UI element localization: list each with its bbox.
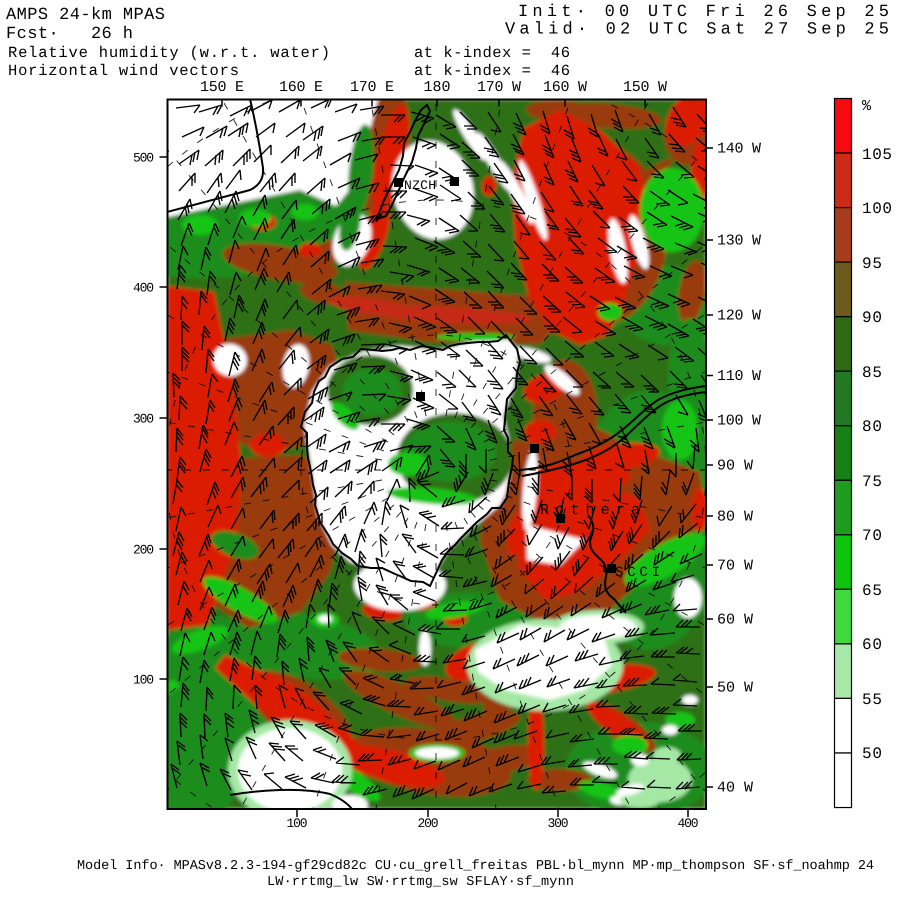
svg-text:75: 75 — [862, 473, 882, 491]
svg-text:LW·rrtmg_lw SW·rrtmg_sw SFLAY·: LW·rrtmg_lw SW·rrtmg_sw SFLAY·sf_mynn — [267, 875, 574, 890]
svg-text:140 W: 140 W — [717, 141, 761, 158]
svg-text:at k-index = 46: at k-index = 46 — [414, 44, 570, 62]
svg-text:80: 80 — [862, 418, 882, 436]
svg-text:150 E: 150 E — [200, 79, 244, 96]
svg-text:80 W: 80 W — [717, 509, 753, 526]
svg-text:500: 500 — [133, 151, 154, 166]
svg-text:Valid· 02 UTC Sat 27 Sep 25: Valid· 02 UTC Sat 27 Sep 25 — [505, 21, 889, 40]
svg-text:Horizontal wind vectors: Horizontal wind vectors — [8, 62, 239, 80]
svg-text:180: 180 — [424, 79, 451, 96]
svg-text:50 W: 50 W — [717, 680, 753, 697]
svg-text:AMPS 24-km MPAS: AMPS 24-km MPAS — [6, 6, 165, 25]
svg-text:65: 65 — [862, 582, 882, 600]
svg-text:Model Info· MPASv8.2.3-194-gf2: Model Info· MPASv8.2.3-194-gf29cd82c CU·… — [77, 859, 874, 874]
svg-text:100 W: 100 W — [717, 413, 761, 430]
svg-text:300: 300 — [548, 816, 569, 831]
svg-text:70: 70 — [862, 527, 882, 545]
svg-text:60: 60 — [862, 636, 882, 654]
svg-text:Fcst· 26 h: Fcst· 26 h — [6, 25, 133, 44]
svg-text:200: 200 — [418, 816, 439, 831]
svg-text:160 W: 160 W — [543, 79, 587, 96]
svg-text:300: 300 — [133, 412, 154, 427]
svg-text:55: 55 — [862, 691, 882, 709]
svg-text:40 W: 40 W — [717, 780, 753, 797]
svg-text:60 W: 60 W — [717, 612, 753, 629]
svg-text:100: 100 — [287, 816, 308, 831]
svg-text:95: 95 — [862, 255, 882, 273]
svg-text:200: 200 — [133, 543, 154, 558]
svg-text:100: 100 — [133, 673, 154, 688]
svg-text:400: 400 — [678, 816, 699, 831]
svg-text:130 W: 130 W — [717, 233, 761, 250]
svg-text:110 W: 110 W — [717, 368, 761, 385]
svg-text:%: % — [862, 98, 872, 115]
svg-text:105: 105 — [862, 146, 892, 164]
svg-text:160 E: 160 E — [279, 79, 323, 96]
svg-text:50: 50 — [862, 745, 882, 763]
svg-text:120 W: 120 W — [717, 308, 761, 325]
svg-text:90: 90 — [862, 309, 882, 327]
svg-text:170 W: 170 W — [477, 79, 521, 96]
svg-text:85: 85 — [862, 364, 882, 382]
svg-text:at k-index = 46: at k-index = 46 — [414, 62, 570, 80]
svg-text:Relative humidity (w.r.t. wate: Relative humidity (w.r.t. water) — [8, 44, 330, 62]
svg-text:90 W: 90 W — [717, 458, 753, 475]
svg-text:70 W: 70 W — [717, 558, 753, 575]
svg-text:150 W: 150 W — [623, 79, 667, 96]
svg-text:100: 100 — [862, 200, 892, 218]
svg-text:400: 400 — [133, 281, 154, 296]
svg-text:170 E: 170 E — [350, 79, 394, 96]
svg-text:NZCH: NZCH — [404, 178, 436, 193]
